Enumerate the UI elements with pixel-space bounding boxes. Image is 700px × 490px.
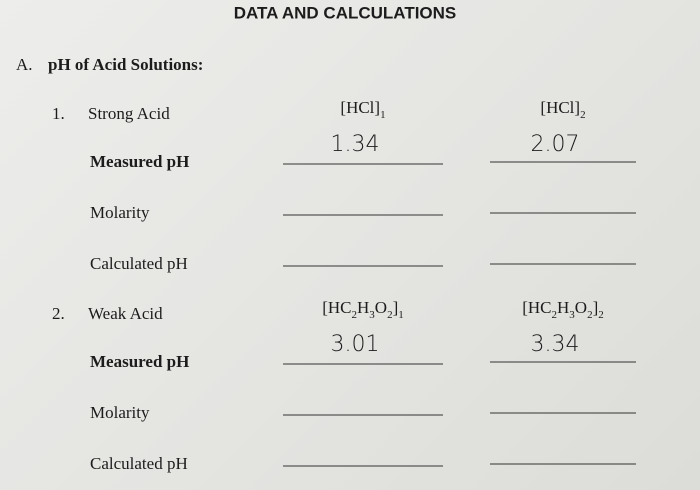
part-name: Strong Acid: [88, 104, 170, 123]
subscript: 2: [580, 109, 586, 121]
column-header: [HCl]2: [540, 98, 585, 121]
handwritten-answer: 3.01: [331, 332, 380, 357]
subscript: 2: [352, 309, 358, 321]
part-number: 1.: [52, 104, 65, 123]
handwritten-answer: 3.34: [531, 332, 580, 357]
formula-text: H: [557, 298, 569, 317]
row-label: Measured pH: [90, 352, 189, 371]
subscript: 3: [569, 309, 575, 321]
subscript: 1: [380, 109, 386, 121]
section-label: A.: [16, 55, 33, 74]
handwritten-answer: 1.34: [331, 132, 380, 157]
formula-text: [HC: [522, 298, 551, 317]
formula-text: ]: [593, 298, 599, 317]
subscript: 2: [387, 309, 393, 321]
row-label: Measured pH: [90, 152, 189, 171]
subscript: 1: [398, 309, 404, 321]
formula-text: [HCl]: [340, 98, 380, 117]
subscript: 2: [598, 309, 604, 321]
row-label: Calculated pH: [90, 454, 188, 473]
page-title: DATA AND CALCULATIONS: [234, 3, 457, 22]
formula-text: O: [575, 298, 587, 317]
formula-text: [HCl]: [540, 98, 580, 117]
column-header: [HC2H3O2]1: [322, 298, 404, 321]
formula-text: H: [357, 298, 369, 317]
handwritten-answer: 2.07: [531, 132, 580, 157]
formula-text: [HC: [322, 298, 351, 317]
row-label: Calculated pH: [90, 254, 188, 273]
section-title: pH of Acid Solutions:: [48, 55, 203, 74]
subscript: 2: [552, 309, 558, 321]
row-label: Molarity: [90, 403, 150, 422]
part-name: Weak Acid: [88, 304, 163, 323]
formula-text: O: [375, 298, 387, 317]
column-header: [HCl]1: [340, 98, 385, 121]
formula-text: ]: [393, 298, 399, 317]
subscript: 2: [587, 309, 593, 321]
column-header: [HC2H3O2]2: [522, 298, 604, 321]
subscript: 3: [369, 309, 375, 321]
row-label: Molarity: [90, 203, 150, 222]
part-number: 2.: [52, 304, 65, 323]
